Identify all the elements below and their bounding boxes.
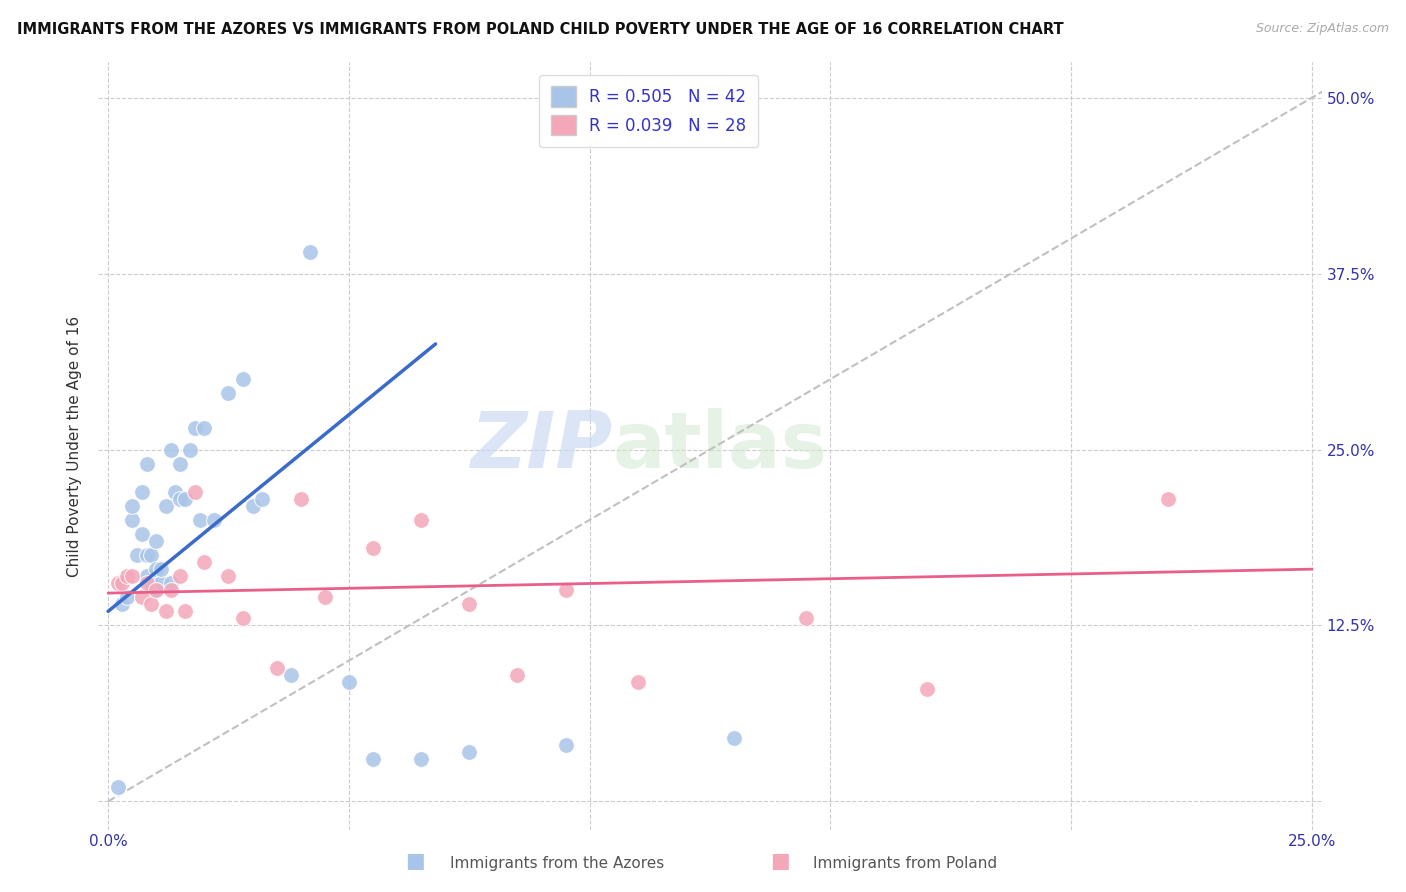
Point [202, 513, 225, 527]
Point [141, 598, 163, 612]
Text: ■: ■ [770, 852, 790, 871]
Point [121, 513, 143, 527]
Point [169, 457, 191, 471]
Point [179, 442, 201, 457]
Point [111, 576, 134, 591]
Point [314, 591, 336, 605]
Point [1156, 491, 1178, 506]
Point [150, 562, 173, 576]
Point [165, 484, 187, 499]
Legend: R = 0.505   N = 42, R = 0.039   N = 28: R = 0.505 N = 42, R = 0.039 N = 28 [540, 75, 758, 147]
Point [141, 548, 163, 562]
Point [117, 569, 139, 583]
Point [111, 598, 134, 612]
Point [159, 576, 181, 591]
Point [174, 491, 197, 506]
Point [242, 499, 264, 513]
Point [145, 534, 167, 549]
Point [458, 745, 481, 759]
Point [232, 372, 254, 386]
Point [337, 674, 360, 689]
Point [723, 731, 745, 745]
Text: atlas: atlas [612, 408, 827, 484]
Point [121, 499, 143, 513]
Point [299, 245, 322, 260]
Point [135, 457, 157, 471]
Point [217, 386, 239, 401]
Point [280, 667, 302, 681]
Point [184, 484, 207, 499]
Point [193, 555, 215, 569]
Point [131, 591, 153, 605]
Point [409, 513, 432, 527]
Point [361, 541, 384, 555]
Point [131, 527, 153, 541]
Text: ZIP: ZIP [470, 408, 612, 484]
Point [232, 611, 254, 625]
Point [145, 583, 167, 598]
Point [554, 738, 576, 752]
Text: Immigrants from Poland: Immigrants from Poland [813, 856, 997, 871]
Point [159, 583, 181, 598]
Point [169, 491, 191, 506]
Point [506, 667, 529, 681]
Point [554, 583, 576, 598]
Point [409, 752, 432, 766]
Point [188, 513, 211, 527]
Point [150, 576, 173, 591]
Point [250, 491, 273, 506]
Point [193, 421, 215, 435]
Text: Immigrants from the Azores: Immigrants from the Azores [450, 856, 664, 871]
Point [361, 752, 384, 766]
Point [141, 576, 163, 591]
Point [135, 548, 157, 562]
Point [169, 569, 191, 583]
Point [131, 484, 153, 499]
Point [107, 780, 129, 795]
Point [155, 499, 177, 513]
Point [159, 442, 181, 457]
Point [266, 661, 288, 675]
Point [121, 569, 143, 583]
Point [217, 569, 239, 583]
Point [125, 548, 148, 562]
Text: ■: ■ [405, 852, 425, 871]
Text: Source: ZipAtlas.com: Source: ZipAtlas.com [1256, 22, 1389, 36]
Y-axis label: Child Poverty Under the Age of 16: Child Poverty Under the Age of 16 [67, 316, 83, 576]
Point [155, 604, 177, 618]
Point [145, 562, 167, 576]
Point [184, 421, 207, 435]
Point [174, 604, 197, 618]
Point [107, 576, 129, 591]
Point [290, 491, 312, 506]
Point [627, 674, 650, 689]
Point [135, 569, 157, 583]
Point [145, 583, 167, 598]
Point [915, 681, 938, 696]
Point [458, 598, 481, 612]
Point [117, 591, 139, 605]
Point [796, 611, 818, 625]
Text: IMMIGRANTS FROM THE AZORES VS IMMIGRANTS FROM POLAND CHILD POVERTY UNDER THE AGE: IMMIGRANTS FROM THE AZORES VS IMMIGRANTS… [17, 22, 1063, 37]
Point [135, 576, 157, 591]
